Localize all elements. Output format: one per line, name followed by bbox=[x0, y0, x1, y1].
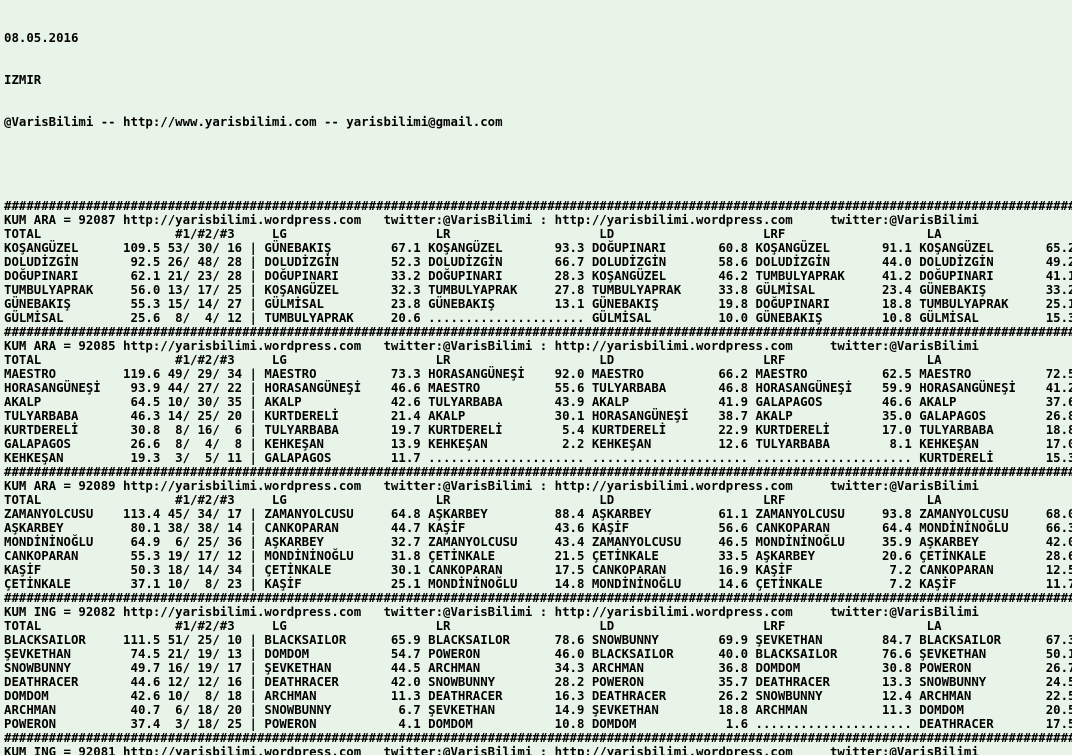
stats-row: CANKOPARAN 55.3 19/ 17/ 12 | MONDİNİNOĞL… bbox=[4, 549, 1072, 563]
stats-row: ARCHMAN 40.7 6/ 18/ 20 | SNOWBUNNY 6.7 Ş… bbox=[4, 703, 1072, 717]
report-date: 08.05.2016 bbox=[4, 31, 79, 45]
stats-row: AŞKARBEY 80.1 38/ 38/ 14 | CANKOPARAN 44… bbox=[4, 521, 1072, 535]
stats-row: SNOWBUNNY 49.7 16/ 19/ 17 | ŞEVKETHAN 44… bbox=[4, 661, 1072, 675]
stats-row: ÇETİNKALE 37.1 10/ 8/ 23 | KAŞİF 25.1 MO… bbox=[4, 577, 1072, 591]
blank-line bbox=[4, 157, 1072, 171]
stats-row: AKALP 64.5 10/ 30/ 35 | AKALP 42.6 TULYA… bbox=[4, 395, 1072, 409]
stats-row: MAESTRO 119.6 49/ 29/ 34 | MAESTRO 73.3 … bbox=[4, 367, 1072, 381]
stats-row: DEATHRACER 44.6 12/ 12/ 16 | DEATHRACER … bbox=[4, 675, 1072, 689]
stats-row: GALAPAGOS 26.6 8/ 4/ 8 | KEHKEŞAN 13.9 K… bbox=[4, 437, 1072, 451]
stats-row: GÜLMİSAL 25.6 8/ 4/ 12 | TUMBULYAPRAK 20… bbox=[4, 311, 1072, 325]
separator-line: ########################################… bbox=[4, 591, 1072, 605]
stats-row: POWERON 37.4 3/ 18/ 25 | POWERON 4.1 DOM… bbox=[4, 717, 1072, 731]
sections-container: ########################################… bbox=[4, 199, 1072, 755]
separator-line: ########################################… bbox=[4, 731, 1072, 745]
column-header-line: TOTAL #1/#2/#3 LG LR LD LRF LA bbox=[4, 493, 942, 507]
separator-line: ########################################… bbox=[4, 465, 1072, 479]
section-header-92087: KUM ARA = 92087 http://yarisbilimi.wordp… bbox=[4, 213, 979, 227]
separator-line: ########################################… bbox=[4, 199, 1072, 213]
stats-row: TUMBULYAPRAK 56.0 13/ 17/ 25 | KOŞANGÜZE… bbox=[4, 283, 1072, 297]
section-header-92089: KUM ARA = 92089 http://yarisbilimi.wordp… bbox=[4, 479, 979, 493]
stats-row: DOMDOM 42.6 10/ 8/ 18 | ARCHMAN 11.3 DEA… bbox=[4, 689, 1072, 703]
column-header-line: TOTAL #1/#2/#3 LG LR LD LRF LA bbox=[4, 619, 942, 633]
stats-row: TULYARBABA 46.3 14/ 25/ 20 | KURTDERELİ … bbox=[4, 409, 1072, 423]
stats-row: KAŞİF 50.3 18/ 14/ 34 | ÇETİNKALE 30.1 C… bbox=[4, 563, 1072, 577]
stats-row: DOLUDİZGİN 92.5 26/ 48/ 28 | DOLUDİZGİN … bbox=[4, 255, 1072, 269]
report-contact: @VarisBilimi -- http://www.yarisbilimi.c… bbox=[4, 115, 503, 129]
stats-row: KURTDERELİ 30.8 8/ 16/ 6 | TULYARBABA 19… bbox=[4, 423, 1072, 437]
stats-row: BLACKSAILOR 111.5 51/ 25/ 10 | BLACKSAIL… bbox=[4, 633, 1072, 647]
stats-row: KEHKEŞAN 19.3 3/ 5/ 11 | GALAPAGOS 11.7 … bbox=[4, 451, 1072, 465]
separator-line: ########################################… bbox=[4, 325, 1072, 339]
report-city: IZMIR bbox=[4, 73, 42, 87]
column-header-line: TOTAL #1/#2/#3 LG LR LD LRF LA bbox=[4, 227, 942, 241]
section-header-92085: KUM ARA = 92085 http://yarisbilimi.wordp… bbox=[4, 339, 979, 353]
stats-row: HORASANGÜNEŞİ 93.9 44/ 27/ 22 | HORASANG… bbox=[4, 381, 1072, 395]
section-header-92081: KUM ING = 92081 http://yarisbilimi.wordp… bbox=[4, 745, 979, 755]
stats-row: DOĞUPINARI 62.1 21/ 23/ 28 | DOĞUPINARI … bbox=[4, 269, 1072, 283]
stats-row: ZAMANYOLCUSU 113.4 45/ 34/ 17 | ZAMANYOL… bbox=[4, 507, 1072, 521]
stats-row: MONDİNİNOĞLU 64.9 6/ 25/ 36 | AŞKARBEY 3… bbox=[4, 535, 1072, 549]
column-header-line: TOTAL #1/#2/#3 LG LR LD LRF LA bbox=[4, 353, 942, 367]
stats-row: GÜNEBAKIŞ 55.3 15/ 14/ 27 | GÜLMİSAL 23.… bbox=[4, 297, 1072, 311]
stats-row: ŞEVKETHAN 74.5 21/ 19/ 13 | DOMDOM 54.7 … bbox=[4, 647, 1072, 661]
stats-row: KOŞANGÜZEL 109.5 53/ 30/ 16 | GÜNEBAKIŞ … bbox=[4, 241, 1072, 255]
section-header-92082: KUM ING = 92082 http://yarisbilimi.wordp… bbox=[4, 605, 979, 619]
